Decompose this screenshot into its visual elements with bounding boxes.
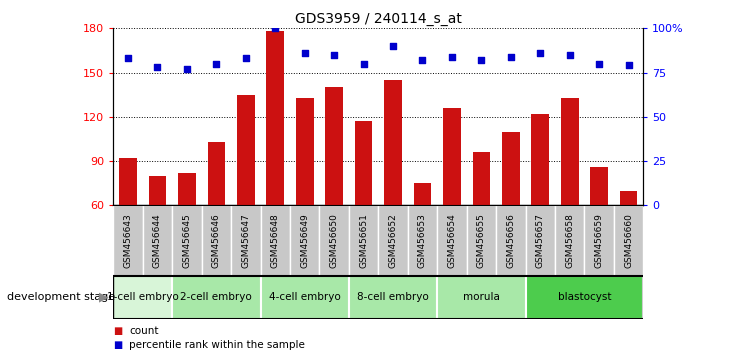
Bar: [385, 80, 402, 294]
Bar: [466, 205, 496, 276]
Point: [270, 25, 281, 31]
Bar: [119, 158, 137, 294]
Bar: [620, 190, 637, 294]
Point: [387, 43, 399, 49]
Bar: [414, 183, 431, 294]
Point: [151, 64, 163, 70]
Bar: [319, 205, 349, 276]
Point: [623, 63, 635, 68]
Bar: [379, 205, 408, 276]
Bar: [472, 152, 491, 294]
Text: GSM456650: GSM456650: [330, 213, 338, 268]
Point: [564, 52, 575, 58]
Text: GSM456653: GSM456653: [418, 213, 427, 268]
Text: ■: ■: [113, 340, 123, 350]
Bar: [173, 205, 202, 276]
Bar: [148, 176, 166, 294]
Bar: [443, 108, 461, 294]
Text: GSM456655: GSM456655: [477, 213, 486, 268]
Bar: [173, 276, 260, 319]
Bar: [496, 205, 526, 276]
Bar: [437, 205, 466, 276]
Point: [417, 57, 428, 63]
Bar: [208, 142, 225, 294]
Text: count: count: [129, 326, 159, 336]
Text: GSM456660: GSM456660: [624, 213, 633, 268]
Bar: [266, 31, 284, 294]
Text: morula: morula: [463, 292, 500, 302]
Text: GSM456644: GSM456644: [153, 213, 162, 268]
Text: GSM456657: GSM456657: [536, 213, 545, 268]
Text: 1-cell embryo: 1-cell embryo: [107, 292, 178, 302]
Text: GSM456651: GSM456651: [359, 213, 368, 268]
Text: GSM456656: GSM456656: [507, 213, 515, 268]
Bar: [561, 98, 578, 294]
Point: [505, 54, 517, 59]
Text: GSM456659: GSM456659: [594, 213, 604, 268]
Point: [299, 50, 311, 56]
Bar: [237, 95, 254, 294]
Point: [328, 52, 340, 58]
Text: GSM456652: GSM456652: [388, 213, 398, 268]
Bar: [260, 205, 290, 276]
Point: [181, 66, 193, 72]
Bar: [584, 205, 614, 276]
Bar: [113, 276, 173, 319]
Title: GDS3959 / 240114_s_at: GDS3959 / 240114_s_at: [295, 12, 462, 26]
Text: GSM456648: GSM456648: [270, 213, 280, 268]
Text: GSM456643: GSM456643: [124, 213, 132, 268]
Bar: [591, 167, 608, 294]
Text: development stage: development stage: [7, 292, 115, 302]
Bar: [325, 87, 343, 294]
Text: blastocyst: blastocyst: [558, 292, 611, 302]
Bar: [408, 205, 437, 276]
Bar: [437, 276, 526, 319]
Text: 4-cell embryo: 4-cell embryo: [269, 292, 341, 302]
Point: [534, 50, 546, 56]
Point: [446, 54, 458, 59]
Bar: [531, 114, 549, 294]
Bar: [260, 276, 349, 319]
Text: GSM456645: GSM456645: [183, 213, 192, 268]
Bar: [355, 121, 372, 294]
Point: [240, 56, 251, 61]
Text: 2-cell embryo: 2-cell embryo: [181, 292, 252, 302]
Bar: [555, 205, 584, 276]
Text: ▶: ▶: [99, 291, 108, 304]
Text: GSM456649: GSM456649: [300, 213, 309, 268]
Bar: [296, 98, 314, 294]
Point: [122, 56, 134, 61]
Bar: [143, 205, 173, 276]
Text: 8-cell embryo: 8-cell embryo: [357, 292, 429, 302]
Text: GSM456646: GSM456646: [212, 213, 221, 268]
Point: [475, 57, 487, 63]
Point: [357, 61, 369, 67]
Text: ■: ■: [113, 326, 123, 336]
Text: GSM456658: GSM456658: [565, 213, 574, 268]
Text: percentile rank within the sample: percentile rank within the sample: [129, 340, 306, 350]
Bar: [349, 276, 437, 319]
Bar: [231, 205, 260, 276]
Point: [594, 61, 605, 67]
Bar: [178, 173, 196, 294]
Bar: [526, 205, 555, 276]
Point: [211, 61, 222, 67]
Bar: [502, 132, 520, 294]
Bar: [113, 205, 143, 276]
Text: GSM456654: GSM456654: [447, 213, 456, 268]
Bar: [290, 205, 319, 276]
Bar: [202, 205, 231, 276]
Bar: [614, 205, 643, 276]
Text: GSM456647: GSM456647: [241, 213, 250, 268]
Bar: [349, 205, 379, 276]
Bar: [526, 276, 643, 319]
